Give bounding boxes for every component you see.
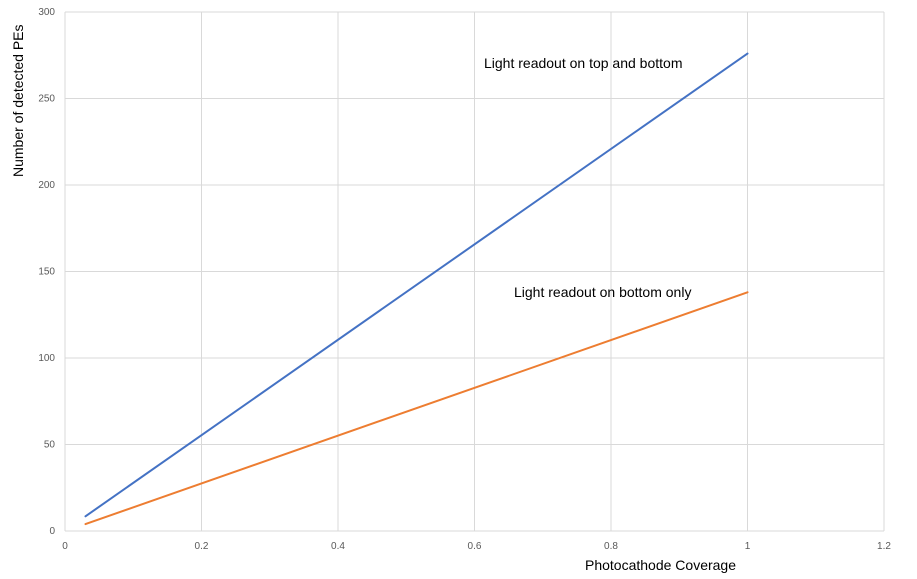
series-lines [84,52,749,526]
y-tick-label: 200 [38,180,55,191]
series-line-top-and-bottom [84,52,749,518]
x-axis-title: Photocathode Coverage [585,557,736,573]
y-tick-label: 150 [38,267,55,278]
y-tick-label: 100 [38,353,55,364]
y-tick-label: 50 [44,440,56,451]
x-tick-label: 0.4 [331,541,345,552]
y-tick-label: 0 [49,526,55,537]
series-line-bottom-only [84,291,749,526]
gridlines [64,11,885,532]
x-tick-label: 0.2 [195,541,209,552]
series-label-top-and-bottom: Light readout on top and bottom [484,55,682,71]
x-tick-label: 0.8 [604,541,618,552]
x-tick-label: 0.6 [468,541,482,552]
series-label-bottom-only: Light readout on bottom only [514,284,691,300]
x-tick-label: 0 [62,541,68,552]
x-tick-label: 1 [745,541,751,552]
x-tick-label: 1.2 [877,541,891,552]
y-axis-title: Number of detected PEs [10,24,26,177]
y-tick-label: 250 [38,94,55,105]
y-tick-label: 300 [38,7,55,18]
tick-labels: 0 50 100 150 200 250 300 0 0.2 0.4 0.6 0.8 1 1.2 [38,7,891,552]
